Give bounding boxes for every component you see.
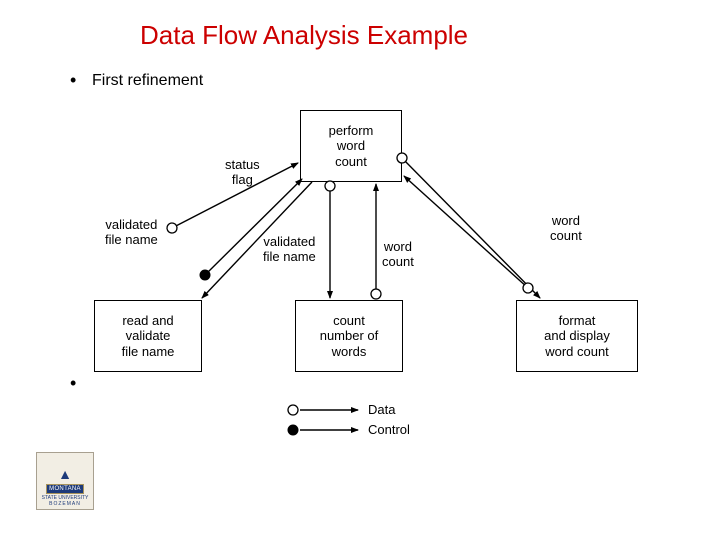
box-perform-word-count: perform word count [300, 110, 402, 182]
legend-control: Control [368, 422, 410, 437]
logo-campus: BOZEMAN [49, 501, 81, 507]
box-count-words: count number of words [295, 300, 403, 372]
label-validated-mid: validated file name [263, 235, 316, 265]
legend-data: Data [368, 402, 395, 417]
bullet-1: First refinement [92, 72, 203, 90]
label-validated-left: validated file name [105, 218, 158, 248]
bullet-dot-2: • [70, 373, 76, 394]
page-title: Data Flow Analysis Example [140, 20, 468, 51]
box-read-validate: read and validate file name [94, 300, 202, 372]
label-word-count-right: word count [550, 214, 582, 244]
logo-name: MONTANA [46, 484, 84, 494]
label-status-flag: status flag [225, 158, 260, 188]
bullet-dot-1: • [70, 70, 76, 91]
label-word-count-mid: word count [382, 240, 414, 270]
montana-state-logo: ▲ MONTANA STATE UNIVERSITY BOZEMAN [36, 452, 94, 510]
box-format-display: format and display word count [516, 300, 638, 372]
logo-torch-icon: ▲ [58, 466, 72, 482]
